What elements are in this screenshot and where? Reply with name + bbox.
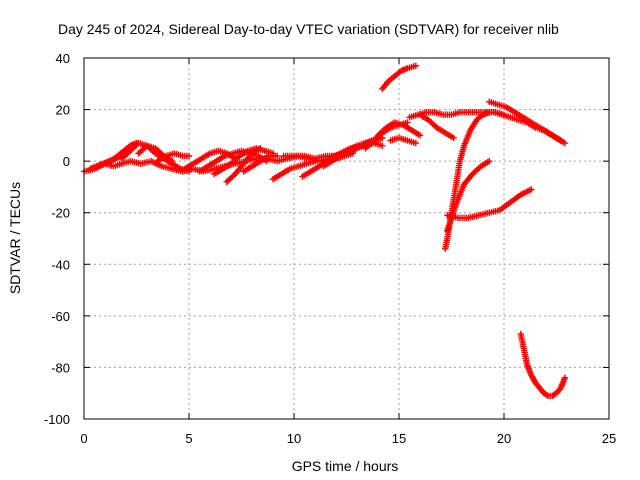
y-tick-label: -60 bbox=[51, 309, 70, 324]
data-point bbox=[500, 111, 508, 118]
data-point bbox=[486, 157, 493, 165]
x-tick-label: 10 bbox=[287, 431, 301, 446]
data-point bbox=[185, 152, 193, 160]
y-axis-label: SDTVAR / TECUs bbox=[7, 182, 23, 294]
chart-title: Day 245 of 2024, Sidereal Day-to-day VTE… bbox=[58, 21, 559, 37]
data-series-27 bbox=[517, 330, 569, 399]
data-point bbox=[412, 139, 419, 147]
plot-frame bbox=[83, 57, 610, 420]
x-tick-label: 20 bbox=[497, 431, 511, 446]
data-point bbox=[257, 145, 264, 152]
data-series-11 bbox=[240, 152, 281, 175]
x-tick-label: 0 bbox=[80, 431, 87, 446]
y-tick-label: 40 bbox=[56, 51, 70, 66]
y-tick-label: 0 bbox=[63, 154, 70, 169]
axis-ticks: 0 5 10 15 20 25 -100 -80 -60 -40 -20 0 20 40 bbox=[44, 51, 616, 446]
data-layer bbox=[80, 62, 569, 399]
data-point bbox=[185, 168, 193, 175]
data-point bbox=[543, 391, 550, 399]
y-tick-label: -40 bbox=[51, 257, 70, 272]
x-tick-label: 15 bbox=[392, 431, 406, 446]
data-series-18 bbox=[374, 119, 424, 139]
data-point bbox=[274, 152, 281, 160]
y-tick-label: -100 bbox=[44, 412, 70, 427]
x-axis-label: GPS time / hours bbox=[292, 458, 399, 474]
data-series-6 bbox=[154, 150, 193, 165]
data-point bbox=[528, 186, 535, 193]
data-series-19 bbox=[387, 134, 419, 147]
data-point bbox=[412, 62, 419, 69]
data-point bbox=[450, 134, 457, 142]
data-series-23 bbox=[442, 108, 508, 253]
data-series-20 bbox=[379, 62, 419, 93]
y-tick-label: 20 bbox=[56, 103, 70, 118]
data-series-12 bbox=[269, 157, 319, 183]
data-series-26 bbox=[486, 98, 569, 147]
data-point bbox=[416, 132, 424, 139]
data-series-10 bbox=[223, 145, 264, 185]
data-point bbox=[561, 374, 569, 381]
x-tick-label: 25 bbox=[602, 431, 616, 446]
data-point bbox=[169, 157, 176, 165]
data-point bbox=[379, 142, 386, 149]
data-series-25 bbox=[444, 186, 535, 222]
data-point bbox=[561, 139, 569, 147]
y-tick-label: -20 bbox=[51, 206, 70, 221]
y-tick-label: -80 bbox=[51, 360, 70, 375]
data-series-22 bbox=[416, 111, 457, 142]
data-point bbox=[404, 119, 411, 126]
x-tick-label: 5 bbox=[185, 431, 192, 446]
